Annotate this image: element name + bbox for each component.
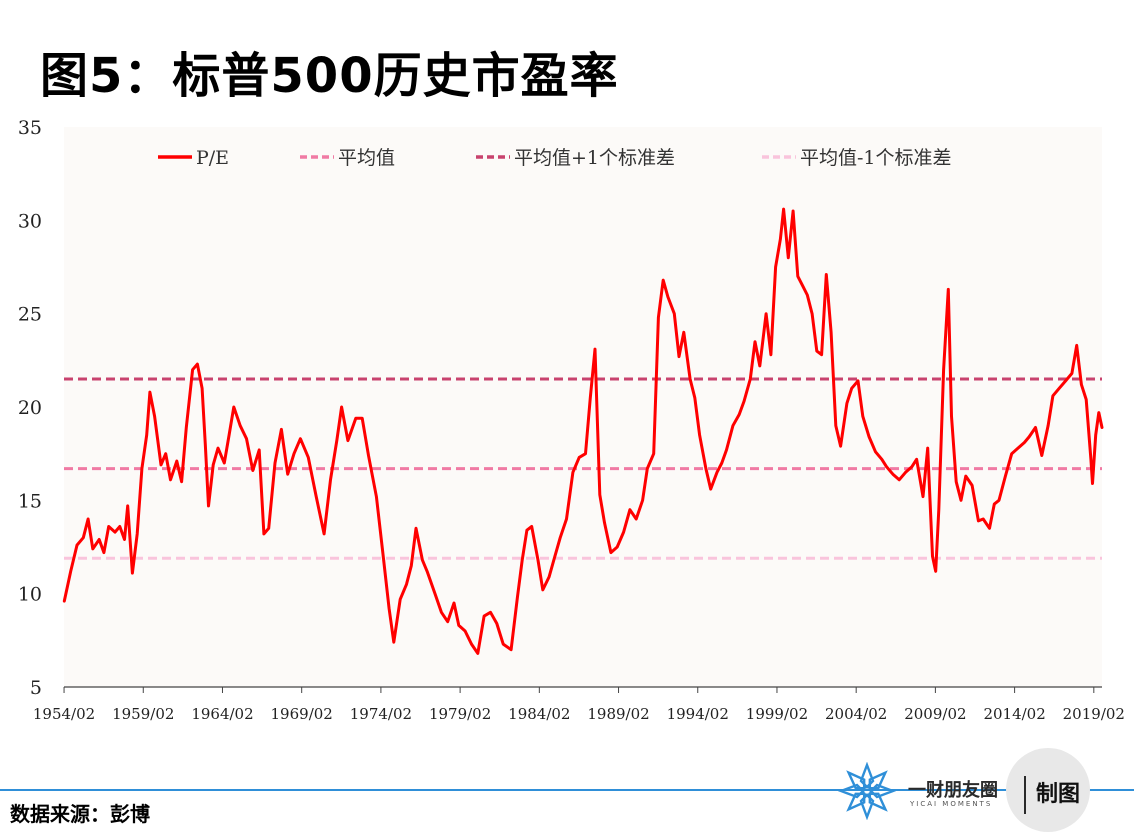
x-tick-label: 2019/02	[1063, 705, 1125, 723]
y-tick-label: 25	[18, 304, 42, 326]
snowflake-logo-icon	[838, 762, 896, 820]
x-tick-label: 1994/02	[667, 705, 729, 723]
y-tick-label: 5	[30, 677, 42, 699]
brand-block: 一财朋友圈 YICAI MOMENTS 制图	[836, 748, 1134, 832]
plot-area	[64, 127, 1102, 687]
legend-label: 平均值	[338, 147, 395, 169]
legend-label: 平均值-1个标准差	[800, 147, 952, 169]
x-tick-label: 1989/02	[587, 705, 649, 723]
pe-series-line	[62, 207, 1104, 655]
y-tick-label: 10	[18, 584, 42, 606]
x-tick-label: 1959/02	[112, 705, 174, 723]
y-tick-label: 30	[18, 210, 42, 232]
y-tick-label: 20	[18, 397, 42, 419]
brand-name: 一财朋友圈	[908, 780, 998, 801]
x-tick-label: 2009/02	[904, 705, 966, 723]
y-tick-label: 15	[18, 490, 42, 512]
brand-subtitle: YICAI MOMENTS	[910, 800, 993, 808]
x-tick-label: 1999/02	[746, 705, 808, 723]
x-tick-label: 1979/02	[429, 705, 491, 723]
y-tick-label: 35	[18, 117, 42, 139]
x-tick-label: 1969/02	[271, 705, 333, 723]
x-tick-label: 1954/02	[33, 705, 95, 723]
brand-tag: 制图	[1036, 782, 1081, 807]
page-title: 图5：标普500历史市盈率	[40, 48, 619, 104]
pe-line-chart: 5 10 15 20 25 30 35 1954/02 1959/02 1964/02 1969/0…	[18, 117, 1125, 723]
footer-divider	[0, 789, 1134, 791]
brand-separator	[1024, 776, 1026, 814]
x-tick-label: 1964/02	[191, 705, 253, 723]
legend-label: P/E	[196, 147, 229, 169]
x-tick-label: 1974/02	[350, 705, 412, 723]
legend-label: 平均值+1个标准差	[514, 147, 675, 169]
data-source-note: 数据来源：彭博	[10, 802, 150, 826]
x-tick-label: 1984/02	[508, 705, 570, 723]
brand-circle-decoration	[1006, 748, 1090, 832]
x-tick-label: 2004/02	[825, 705, 887, 723]
x-tick-label: 2014/02	[983, 705, 1045, 723]
